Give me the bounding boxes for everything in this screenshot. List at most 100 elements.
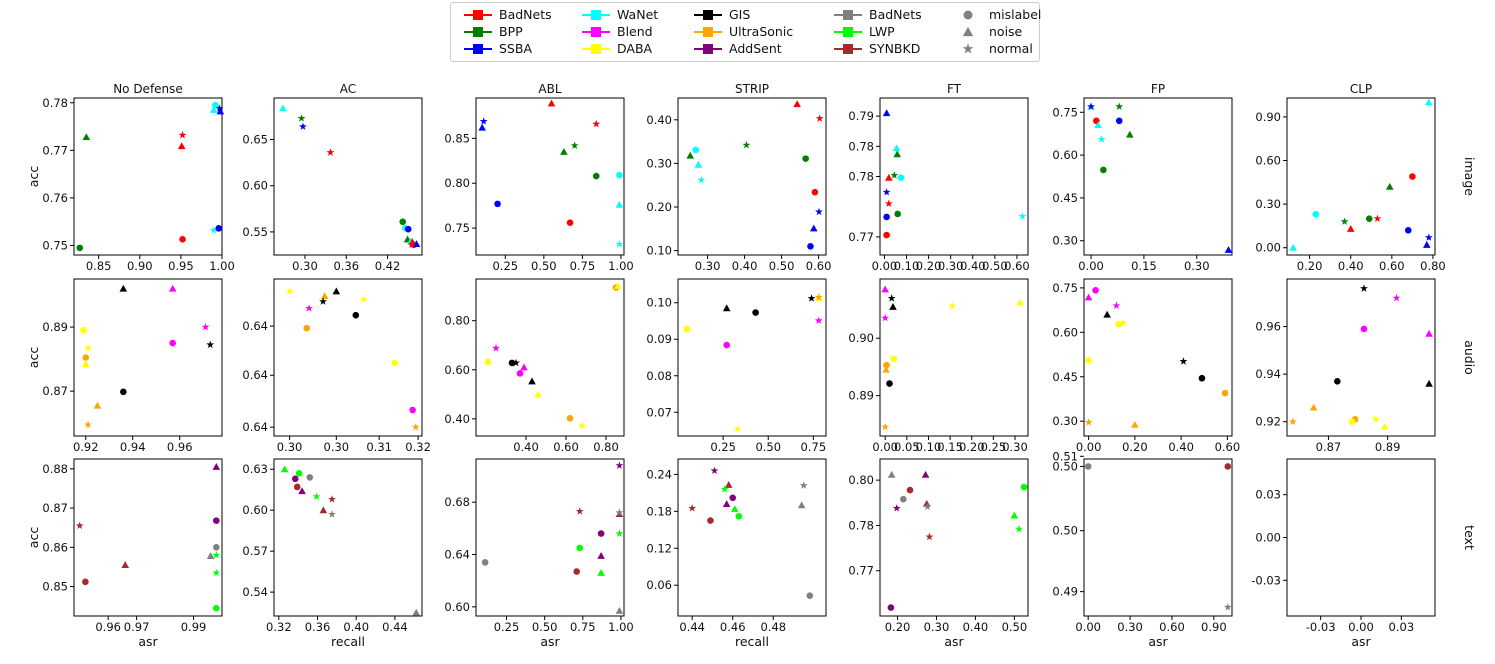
data-point — [359, 295, 368, 303]
plot-frame — [1286, 458, 1436, 617]
data-point — [799, 481, 808, 489]
y-tick-label: 0.60 — [1052, 148, 1078, 162]
data-point — [1100, 166, 1107, 174]
panel-title: AC — [340, 82, 356, 96]
data-point — [303, 324, 311, 332]
y-tick-label: 0.60 — [242, 179, 268, 193]
y-tick-label: 0.60 — [444, 600, 470, 614]
scatter-panel-1-2: 0.40 0.60 0.80 0.40 0.60 0.80 — [444, 278, 625, 454]
legend-label: DABA — [617, 41, 653, 56]
data-point — [1289, 417, 1297, 426]
data-point — [576, 544, 584, 552]
y-tick-label: 0.30 — [1255, 197, 1281, 211]
data-point — [923, 502, 932, 511]
legend-label: SYNBKD — [869, 41, 921, 56]
x-tick-label: 0.96 — [95, 620, 121, 634]
x-tick-label: 0.60 — [1159, 620, 1185, 634]
legend-marker — [834, 27, 862, 37]
data-point — [75, 521, 84, 530]
legend-marker — [464, 44, 492, 54]
legend-marker — [694, 27, 722, 37]
data-point — [1365, 215, 1373, 222]
legend-marker — [464, 27, 492, 37]
data-point — [320, 292, 329, 300]
y-tick-label: 0.75 — [1052, 281, 1078, 295]
data-point — [84, 420, 93, 429]
x-tick-label: 0.75 — [570, 620, 596, 634]
y-tick-label: 0.09 — [646, 332, 672, 346]
data-point — [84, 343, 93, 352]
y-tick-label: 0.78 — [848, 139, 874, 153]
data-point — [291, 475, 299, 483]
data-point — [298, 487, 306, 495]
x-tick-label: 0.97 — [124, 620, 150, 634]
x-tick-label: 0.00 — [1078, 259, 1104, 273]
data-point — [1119, 318, 1128, 327]
x-tick-label: 0.36 — [305, 620, 331, 634]
data-point — [209, 226, 218, 234]
data-point — [887, 294, 896, 302]
data-point — [328, 495, 336, 503]
x-tick-label: 0.25 — [494, 620, 520, 634]
y-tick-label: 0.06 — [646, 578, 672, 592]
data-point — [285, 287, 294, 295]
plot-frame — [879, 458, 1029, 617]
x-tick-label: 0.50 — [532, 620, 558, 634]
data-point — [883, 213, 890, 221]
data-point — [319, 506, 328, 514]
data-point — [893, 150, 902, 158]
x-tick-label: 0.50 — [531, 259, 557, 273]
legend-label: noise — [989, 24, 1023, 39]
data-point — [280, 465, 289, 473]
data-point — [1085, 357, 1092, 364]
x-tick-label: 0.30 — [277, 440, 303, 454]
data-point — [811, 188, 819, 196]
x-axis-label: asr — [540, 634, 560, 649]
legend-marker — [694, 10, 722, 20]
data-point — [881, 285, 889, 293]
data-point — [697, 175, 706, 184]
legend-label: UltraSonic — [729, 24, 794, 39]
x-tick-label: 0.10 — [894, 259, 920, 273]
legend-swatch-icon — [582, 10, 610, 20]
data-point — [815, 114, 824, 122]
scatter-panel-0-3: STRIP 0.30 0.40 0.50 0.60 0.10 0.20 0.30 0.40 — [646, 82, 831, 273]
x-tick-label: 0.50 — [1002, 620, 1028, 634]
legend-swatch-icon — [694, 10, 722, 20]
data-point — [213, 604, 220, 612]
data-point — [212, 551, 221, 559]
legend-swatch-icon — [834, 27, 862, 37]
x-tick-label: 0.30 — [292, 259, 318, 273]
y-tick-label: 0.08 — [646, 369, 672, 383]
data-point — [411, 423, 420, 431]
x-tick-label: 0.50 — [755, 440, 781, 454]
y-tick-label: 0.75 — [1052, 105, 1078, 119]
data-point — [120, 388, 127, 396]
data-point — [1087, 102, 1095, 110]
x-tick-label: 0.10 — [916, 440, 942, 454]
data-point — [614, 282, 622, 289]
data-point — [735, 512, 743, 520]
y-tick-label: 0.75 — [42, 238, 68, 252]
legend-swatch-icon — [834, 10, 862, 20]
x-tick-label: 0.32 — [405, 440, 431, 454]
row-label-image: image — [1462, 157, 1477, 196]
data-point — [1015, 524, 1023, 533]
data-point — [391, 359, 399, 367]
data-point — [1224, 246, 1233, 253]
data-point — [352, 311, 360, 319]
data-point — [409, 406, 416, 414]
row-label-text: text — [1462, 525, 1477, 550]
data-point — [742, 140, 751, 149]
x-tick-label: 0.30 — [695, 259, 721, 273]
data-point — [692, 146, 700, 154]
data-point — [1112, 301, 1121, 309]
data-point — [883, 231, 890, 239]
data-point — [897, 174, 905, 182]
plot-frame — [1083, 97, 1233, 256]
x-tick-label: 0.75 — [570, 259, 596, 273]
data-point — [332, 287, 341, 295]
data-point — [1224, 463, 1232, 470]
data-point — [494, 200, 501, 208]
plot-frame — [475, 278, 625, 437]
